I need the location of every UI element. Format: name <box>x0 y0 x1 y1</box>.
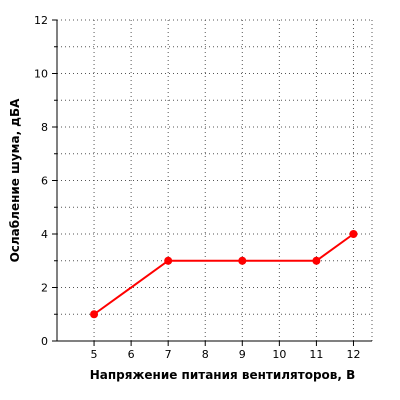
x-tick-label: 10 <box>272 348 286 361</box>
x-tick-label: 12 <box>346 348 360 361</box>
y-tick-label: 8 <box>41 121 48 134</box>
y-tick-label: 2 <box>41 282 48 295</box>
x-tick-label: 6 <box>128 348 135 361</box>
data-point <box>90 310 99 319</box>
tick-labels: 5 6 7 8 9 10 11 12 0 2 4 6 8 10 12 <box>34 14 360 361</box>
data-point <box>349 230 358 238</box>
grid <box>57 19 373 341</box>
data-point <box>164 256 173 265</box>
x-tick-label: 11 <box>309 348 323 361</box>
data-point <box>238 256 247 265</box>
y-tick-label: 0 <box>41 335 48 348</box>
x-axis-title: Напряжение питания вентиляторов, В <box>90 368 356 382</box>
y-tick-label: 4 <box>41 228 48 241</box>
x-tick-label: 5 <box>91 348 98 361</box>
x-tick-label: 8 <box>202 348 209 361</box>
x-tick-label: 9 <box>239 348 246 361</box>
y-tick-label: 6 <box>41 175 48 188</box>
y-tick-label: 10 <box>34 68 48 81</box>
y-tick-label: 12 <box>34 14 48 27</box>
x-tick-label: 7 <box>165 348 172 361</box>
axes <box>52 19 372 346</box>
series <box>90 230 358 319</box>
y-axis-title: Ослабление шума, дБА <box>8 98 22 263</box>
series-line <box>93 233 355 316</box>
data-point <box>312 256 321 265</box>
